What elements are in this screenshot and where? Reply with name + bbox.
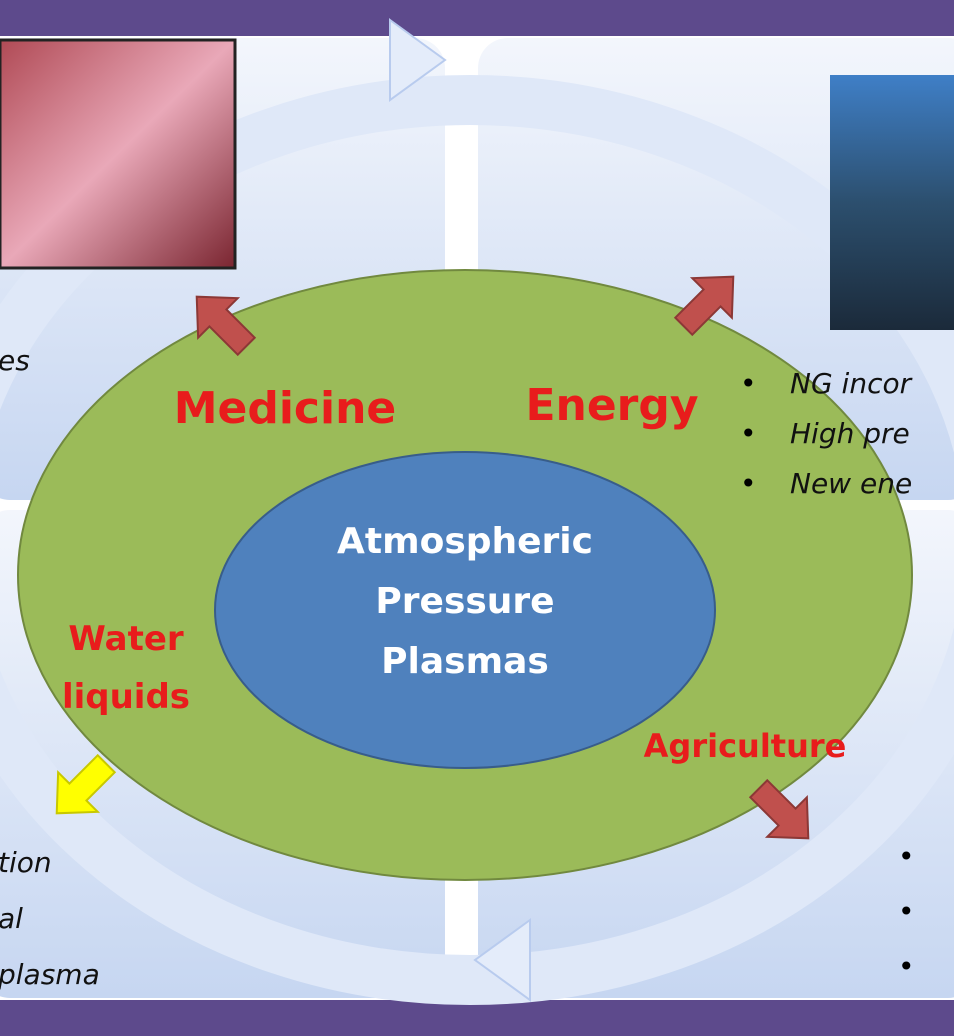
bullet: • bbox=[898, 895, 915, 928]
bullet: • bbox=[740, 417, 757, 450]
center-text: Plasmas bbox=[381, 641, 549, 682]
bullet: • bbox=[898, 840, 915, 873]
energy-bullet: NG incor bbox=[790, 367, 913, 400]
bottom-bar bbox=[0, 1000, 954, 1036]
water-label: Water bbox=[68, 619, 184, 659]
top-bar bbox=[0, 0, 954, 36]
center-text: Atmospheric bbox=[337, 521, 593, 562]
energy-bullet: New ene bbox=[790, 467, 912, 500]
energy-photo bbox=[830, 75, 954, 330]
medicine-text: es bbox=[0, 344, 30, 377]
bullet: • bbox=[740, 367, 757, 400]
water-text: plasma bbox=[0, 958, 100, 991]
water-label: liquids bbox=[62, 677, 190, 717]
diagram: es Medicine Energy • • • NG incor High p… bbox=[0, 0, 954, 1036]
medicine-label: Medicine bbox=[174, 383, 397, 434]
center-text: Pressure bbox=[375, 581, 554, 622]
energy-label: Energy bbox=[525, 380, 698, 431]
energy-bullet: High pre bbox=[790, 417, 910, 450]
water-text: al bbox=[0, 902, 23, 935]
agriculture-label: Agriculture bbox=[644, 727, 847, 765]
medicine-photo bbox=[0, 40, 235, 268]
bullet: • bbox=[898, 950, 915, 983]
bullet: • bbox=[740, 467, 757, 500]
water-text: tion bbox=[0, 846, 52, 879]
